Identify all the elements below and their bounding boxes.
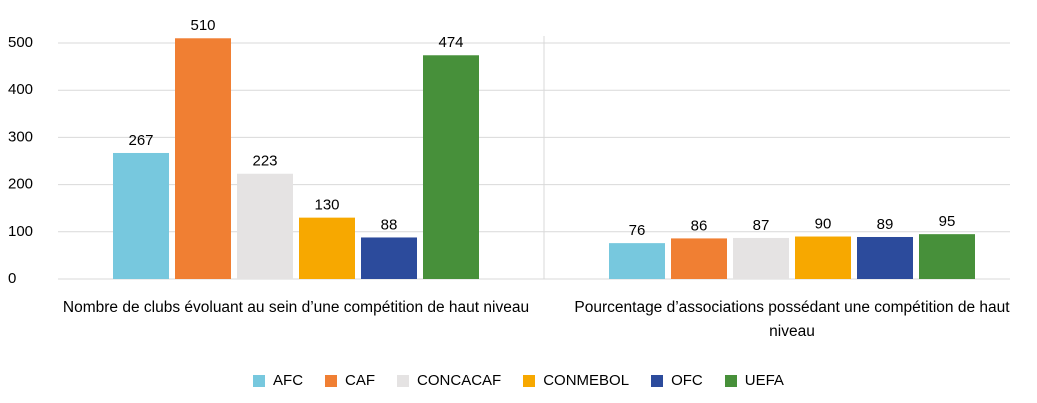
bar — [609, 243, 665, 279]
data-label: 130 — [314, 197, 339, 214]
legend-swatch — [651, 374, 664, 387]
legend: AFC CAF CONCACAF CONMEBOL OFC UEFA — [0, 372, 1037, 389]
data-label: 95 — [939, 213, 956, 230]
plot: 0 100 200 300 400 500 267 510 223 130 88 474 76 86 87 9… — [8, 17, 1010, 287]
legend-label: CAF — [345, 372, 376, 389]
legend-swatch — [325, 374, 338, 387]
bar — [361, 237, 417, 279]
bar — [919, 234, 975, 279]
data-label: 87 — [753, 217, 770, 234]
y-tick-label: 300 — [8, 128, 33, 145]
y-tick-label: 100 — [8, 223, 33, 240]
bar — [733, 237, 789, 279]
data-label: 510 — [190, 17, 215, 34]
x-tick-label: Nombre de clubs évoluant au sein d’une c… — [62, 299, 530, 316]
data-label: 76 — [629, 222, 646, 239]
legend-swatch — [253, 374, 266, 387]
data-label: 474 — [438, 34, 463, 51]
y-tick-label: 0 — [8, 270, 16, 287]
data-label: 88 — [381, 216, 398, 233]
data-label: 86 — [691, 217, 708, 234]
y-tick-label: 500 — [8, 34, 33, 51]
y-tick-label: 200 — [8, 176, 33, 193]
legend-label: CONCACAF — [417, 372, 502, 389]
x-tick-label: Pourcentage d’associations possédant une… — [574, 299, 1010, 340]
legend-label: AFC — [273, 372, 304, 389]
data-label: 267 — [128, 132, 153, 149]
legend-label: UEFA — [744, 372, 784, 389]
bar — [857, 236, 913, 279]
data-label: 90 — [815, 215, 832, 232]
bar — [299, 217, 355, 279]
legend-item: OFC — [651, 372, 703, 389]
data-label: 223 — [252, 153, 277, 170]
bar — [175, 38, 231, 279]
legend-label: CONMEBOL — [543, 372, 630, 389]
y-tick-label: 400 — [8, 81, 33, 98]
bar — [237, 173, 293, 279]
legend-item: AFC — [253, 372, 303, 389]
bar — [423, 55, 479, 279]
bar — [671, 238, 727, 279]
legend-swatch — [397, 374, 410, 387]
legend-item: CONCACAF — [397, 372, 501, 389]
bar — [113, 152, 169, 279]
legend-item: CONMEBOL — [523, 372, 629, 389]
data-label: 89 — [877, 216, 894, 233]
bar — [795, 236, 851, 279]
legend-item: CAF — [325, 372, 375, 389]
legend-swatch — [523, 374, 536, 387]
legend-swatch — [724, 374, 737, 387]
legend-label: OFC — [671, 372, 703, 389]
legend-item: UEFA — [724, 372, 784, 389]
